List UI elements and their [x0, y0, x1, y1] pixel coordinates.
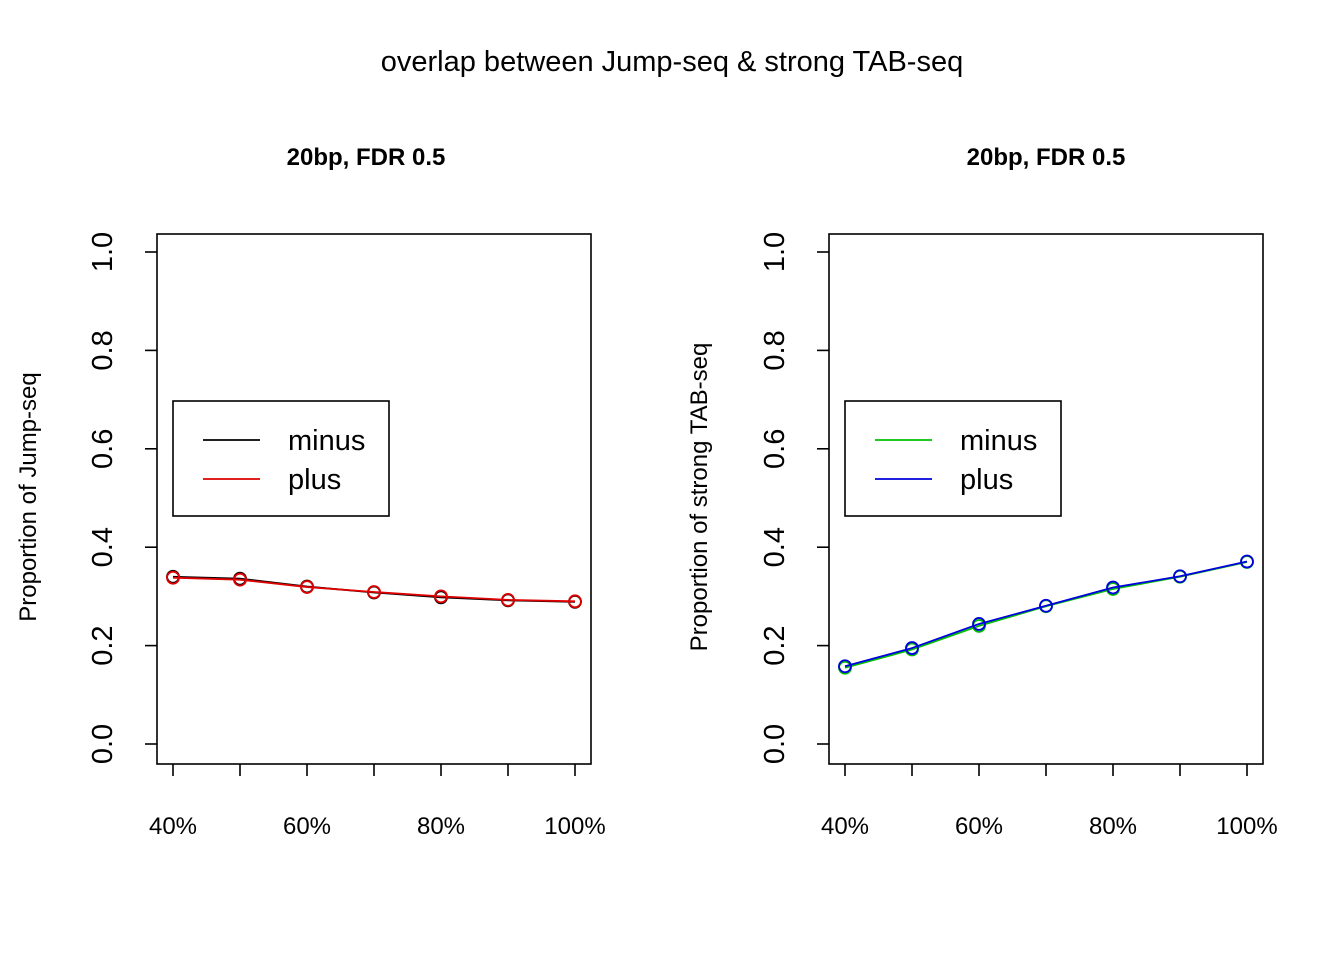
y-axis-label: Proportion of strong TAB-seq [686, 343, 713, 652]
y-tick-label: 0.6 [759, 429, 791, 469]
x-tick-label: 40% [149, 813, 197, 840]
data-point-plus [233, 572, 247, 587]
x-tick-label: 60% [283, 813, 331, 840]
y-tick-label: 0.8 [87, 330, 119, 370]
y-tick-label: 0.0 [87, 724, 119, 764]
legend-box [172, 400, 390, 517]
legend: minus plus [844, 400, 1062, 517]
data-point-plus [501, 592, 515, 607]
panel-title: 20bp, FDR 0.5 [287, 144, 446, 171]
series-line-plus [844, 560, 1248, 668]
x-tick-label: 40% [821, 813, 869, 840]
x-tick-label: 100% [1216, 813, 1277, 840]
y-tick-label: 0.2 [87, 625, 119, 665]
legend-label-minus: minus [288, 425, 365, 457]
y-axis-label: Proportion of Jump-seq [15, 372, 42, 621]
x-tick-label: 60% [955, 813, 1003, 840]
y-tick-label: 0.4 [759, 527, 791, 567]
y-tick-label: 1.0 [759, 232, 791, 272]
data-point-plus [434, 589, 448, 604]
chart-panel-2: 20bp, FDR 0.5 40% 60% 80% 100% 0.0 0.2 0.4 0.6 0.… [686, 144, 1278, 840]
y-tick-label: 0.0 [759, 724, 791, 764]
data-point-plus [166, 570, 180, 585]
y-tick-label: 0.2 [759, 625, 791, 665]
panel-title: 20bp, FDR 0.5 [967, 144, 1126, 171]
data-point-plus [1240, 554, 1254, 569]
data-point-plus [1173, 569, 1187, 584]
data-point-plus [568, 594, 582, 609]
legend-label-minus: minus [960, 425, 1037, 457]
legend-box [844, 400, 1062, 517]
chart-panel-1: 20bp, FDR 0.5 40% 60% 80% 100% 0.0 0.2 0.4 0.6 0.… [15, 144, 606, 840]
figure-title: overlap between Jump-seq & strong TAB-se… [381, 46, 963, 78]
x-tick-label: 80% [1089, 813, 1137, 840]
y-tick-label: 0.4 [87, 527, 119, 567]
x-tick-label: 80% [417, 813, 465, 840]
data-point-plus [838, 659, 852, 674]
legend-label-plus: plus [288, 464, 341, 496]
data-point-plus [1106, 580, 1120, 595]
data-point-plus [1039, 598, 1053, 613]
y-tick-label: 1.0 [87, 232, 119, 272]
series-line-plus [172, 576, 576, 603]
data-point-plus [905, 641, 919, 655]
data-point-plus [367, 585, 381, 599]
legend: minus plus [172, 400, 390, 517]
data-point-plus [300, 580, 314, 594]
y-tick-label: 0.8 [759, 330, 791, 370]
y-tick-label: 0.6 [87, 429, 119, 469]
data-point-plus [972, 617, 986, 631]
x-tick-label: 100% [544, 813, 605, 840]
legend-label-plus: plus [960, 464, 1013, 496]
